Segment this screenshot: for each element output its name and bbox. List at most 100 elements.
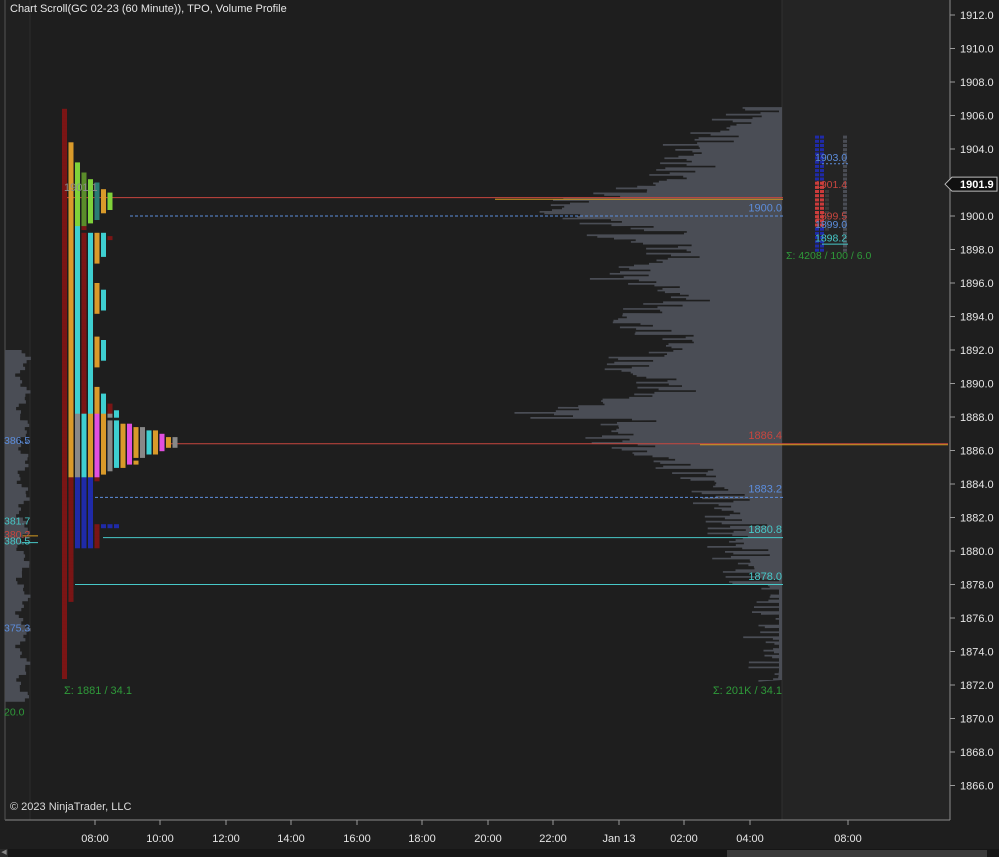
tpo-block	[75, 326, 80, 331]
tpo-block	[88, 246, 93, 251]
tpo-block	[75, 541, 80, 545]
tpo-block	[88, 474, 93, 478]
tpo-block	[94, 293, 100, 298]
right-volume-bar	[843, 135, 847, 139]
tpo-block	[114, 460, 119, 465]
tpo-block	[62, 222, 67, 227]
tpo-block	[81, 249, 87, 254]
tpo-block	[75, 246, 80, 251]
tpo-block	[88, 510, 93, 515]
tpo-block	[68, 262, 74, 267]
tpo-block	[153, 443, 158, 448]
tpo-block	[94, 430, 100, 435]
tpo-block	[75, 494, 80, 499]
tpo-block	[101, 400, 106, 405]
tpo-block	[120, 430, 126, 435]
tpo-block	[62, 460, 67, 465]
tpo-block	[68, 524, 74, 529]
tpo-block	[94, 407, 100, 411]
tpo-block	[68, 544, 74, 549]
tpo-block-right	[815, 185, 819, 189]
tpo-block	[62, 494, 67, 499]
tpo-block	[101, 293, 106, 298]
tpo-block-right	[820, 156, 824, 160]
tpo-block-right	[825, 219, 829, 223]
time-tick-label: 08:00	[81, 833, 109, 845]
tpo-block	[94, 242, 100, 247]
tpo-block	[62, 303, 67, 308]
tpo-block	[68, 346, 74, 351]
left-profile-label: 380.2	[4, 529, 30, 541]
tpo-block	[101, 463, 106, 468]
tpo-block	[88, 447, 93, 452]
tpo-block	[75, 336, 80, 341]
tpo-block	[62, 279, 67, 284]
tpo-block	[62, 597, 67, 602]
tpo-block-right	[820, 219, 824, 223]
tpo-block	[88, 309, 93, 314]
tpo-block	[94, 420, 100, 425]
tpo-block	[81, 350, 87, 354]
tpo-block	[62, 517, 67, 522]
tpo-block	[62, 668, 67, 673]
tpo-block	[81, 396, 87, 401]
tpo-block-right	[815, 135, 819, 139]
tpo-block	[120, 437, 126, 442]
tpo-block	[127, 457, 132, 462]
price-tick-label: 1912.0	[960, 10, 994, 22]
tpo-block	[68, 209, 74, 214]
tpo-block	[88, 326, 93, 331]
tpo-block	[81, 363, 87, 368]
tpo-block	[101, 289, 106, 294]
tpo-block	[81, 319, 87, 324]
tpo-block	[88, 490, 93, 495]
tpo-block	[62, 584, 67, 589]
price-tick-label: 1892.0	[960, 345, 994, 357]
tpo-block	[62, 557, 67, 562]
horizontal-scrollbar[interactable]	[0, 849, 999, 857]
tpo-block	[88, 460, 93, 465]
tpo-block	[81, 296, 87, 301]
tpo-block	[75, 279, 80, 284]
tpo-block	[94, 534, 100, 539]
tpo-block	[62, 212, 67, 217]
tpo-block	[172, 440, 178, 445]
tpo-block	[62, 658, 67, 663]
scroll-left-arrow-icon[interactable]: ◀	[0, 849, 8, 857]
tpo-block	[68, 222, 74, 227]
tpo-block	[88, 329, 93, 334]
tpo-block	[68, 246, 74, 251]
tpo-block	[75, 380, 80, 385]
right-volume-bar	[843, 177, 847, 181]
tpo-block	[101, 427, 106, 432]
tpo-block	[62, 403, 67, 408]
tpo-block	[81, 403, 87, 408]
tpo-block	[88, 303, 93, 308]
scrollbar-thumb[interactable]	[727, 850, 987, 857]
right-volume-bar	[843, 227, 847, 231]
tpo-block	[94, 202, 100, 207]
tpo-block	[88, 450, 93, 455]
tpo-block	[68, 152, 74, 157]
volume-profile-histogram	[514, 107, 782, 682]
tpo-block	[140, 440, 145, 445]
tpo-block	[62, 252, 67, 257]
tpo-block	[62, 654, 67, 659]
tpo-block	[68, 266, 74, 271]
tpo-block	[107, 202, 113, 207]
tpo-block	[62, 273, 67, 277]
tpo-block	[81, 326, 87, 331]
tpo-block	[114, 430, 119, 435]
right-volume-bar	[843, 248, 847, 252]
right-tpo-label: 1898.2	[815, 232, 847, 244]
tpo-block-right	[820, 177, 824, 181]
tpo-block	[120, 453, 126, 458]
tpo-block	[68, 179, 74, 184]
tpo-block	[94, 246, 100, 251]
tpo-block	[68, 490, 74, 495]
tpo-block	[133, 443, 139, 448]
tpo-block	[68, 172, 74, 177]
tpo-block	[94, 252, 100, 257]
